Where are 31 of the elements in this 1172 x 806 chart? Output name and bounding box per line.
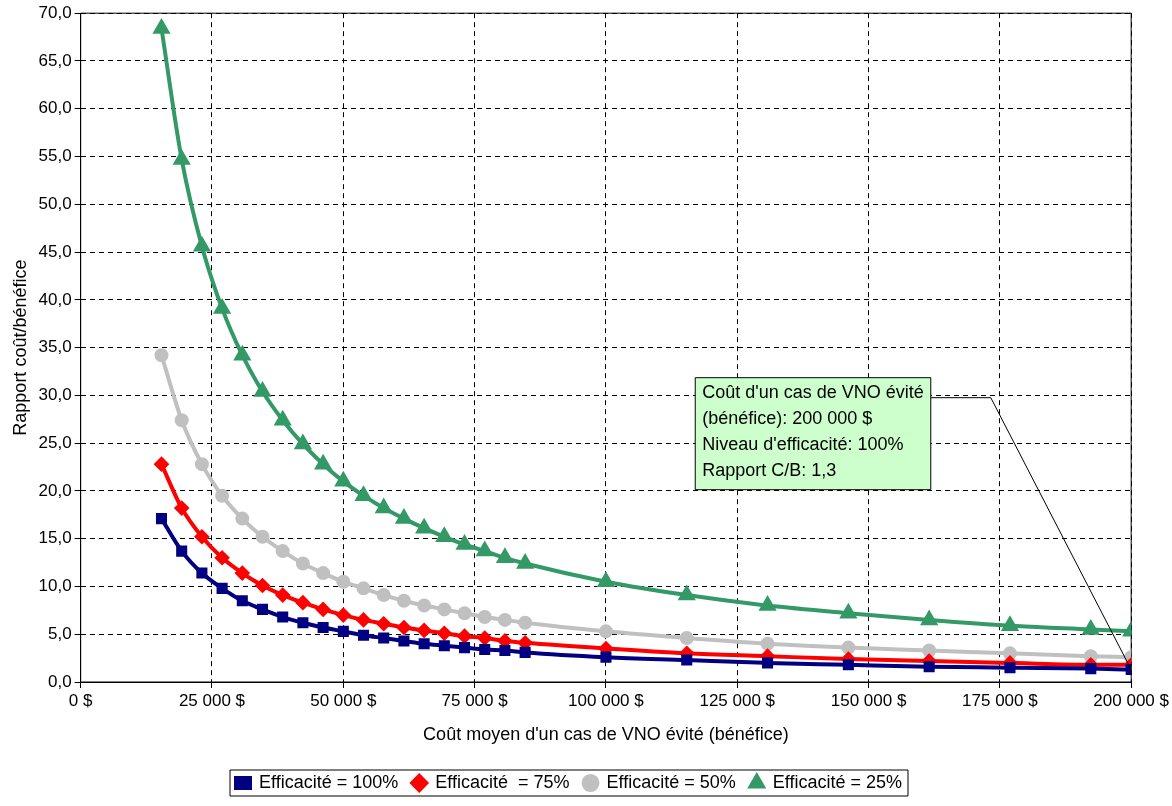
- legend-label: Efficacité = 100%: [259, 771, 399, 792]
- y-tick-label: 25,0: [38, 432, 72, 452]
- annotation: Coût d'un cas de VNO évité (bénéfice): 200 000 $ Niveau d'efficacité: 100% Rapport C/B: 1,3: [702, 381, 924, 480]
- y-tick-label: 5,0: [48, 623, 72, 643]
- legend-label: Efficacité = 75%: [435, 771, 570, 792]
- y-tick-label: 10,0: [38, 576, 72, 596]
- legend-label: Efficacité = 25%: [772, 771, 902, 792]
- y-tick-label: 55,0: [38, 146, 72, 166]
- y-tick-label: 15,0: [38, 528, 72, 548]
- x-tick-label: 100 000 $: [568, 690, 645, 710]
- y-tick-label: 60,0: [38, 98, 72, 118]
- x-tick-label: 0 $: [68, 690, 94, 710]
- y-tick-label: 45,0: [38, 241, 72, 261]
- y-tick-label: 40,0: [38, 289, 72, 309]
- x-tick-label: 200 000 $: [1093, 690, 1170, 710]
- x-axis-title: Coût moyen d'un cas de VNO évité (bénéfice): [423, 724, 789, 745]
- y-tick-label: 50,0: [38, 193, 72, 213]
- x-tick-label: 75 000 $: [441, 690, 509, 710]
- x-tick-label: 175 000 $: [962, 690, 1039, 710]
- y-tick-label: 0,0: [48, 671, 72, 691]
- y-tick-label: 30,0: [38, 385, 72, 405]
- legend-label: Efficacité = 50%: [606, 771, 736, 792]
- x-tick-label: 125 000 $: [699, 690, 776, 710]
- y-axis-title: Rapport coût/bénéfice: [9, 259, 30, 436]
- y-tick-label: 20,0: [38, 480, 72, 500]
- x-tick-label: 50 000 $: [310, 690, 377, 710]
- y-tick-label: 35,0: [38, 337, 72, 357]
- y-tick-label: 70,0: [38, 2, 72, 22]
- x-tick-label: 25 000 $: [178, 690, 246, 710]
- y-tick-label: 65,0: [38, 50, 72, 70]
- x-tick-label: 150 000 $: [830, 690, 907, 710]
